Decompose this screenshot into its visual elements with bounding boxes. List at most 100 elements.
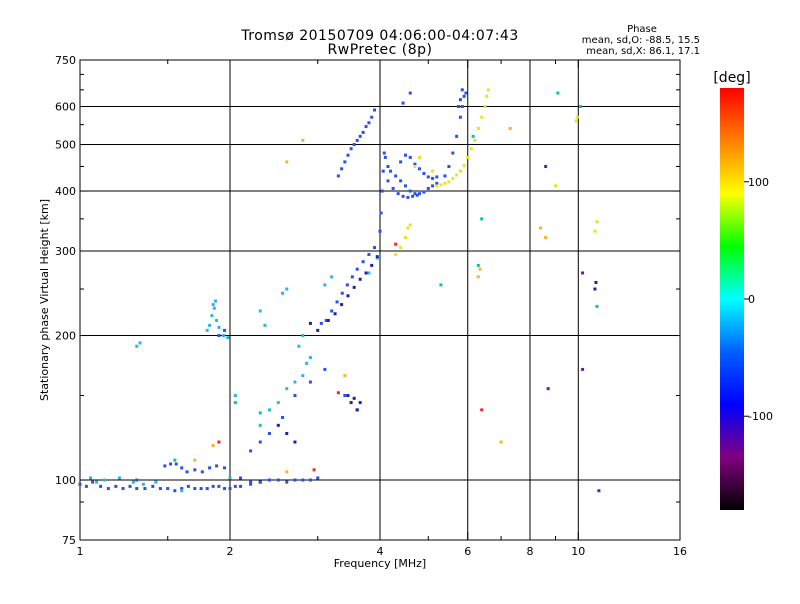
data-point [349,147,353,151]
data-point [451,176,455,180]
data-point [301,334,305,338]
data-point [355,267,359,271]
data-point [411,194,415,198]
data-point [193,458,197,462]
data-point [399,246,403,250]
data-point [263,323,267,327]
data-point [358,277,362,281]
data-point [276,478,280,482]
data-point [401,194,405,198]
data-point [336,391,340,395]
data-point [223,466,227,470]
data-point [378,229,382,233]
x-tick-label: 2 [227,545,234,558]
data-point [173,458,177,462]
data-point [460,88,464,92]
data-point [476,263,480,267]
data-point [215,464,219,468]
data-point [578,105,582,109]
data-point [213,299,217,303]
data-point [143,487,147,491]
data-point [211,303,215,307]
data-point [169,462,173,466]
x-tick-label: 6 [464,545,471,558]
data-point [103,478,107,482]
data-point [258,480,262,484]
data-point [154,480,158,484]
phase-stats-heading: Phase [627,24,657,35]
data-point [457,105,461,109]
data-point [258,440,262,444]
data-point [151,484,155,488]
data-point [471,134,475,138]
data-point [343,394,347,398]
data-point [435,175,439,179]
data-point [476,126,480,130]
data-point [431,184,435,188]
data-point [358,401,362,405]
data-point [422,190,426,194]
data-point [276,401,280,405]
data-point [478,267,482,271]
data-point [431,169,435,173]
data-point [305,361,309,365]
data-point [476,275,480,279]
data-point [217,484,221,488]
data-point [211,444,215,448]
data-point [480,217,484,221]
data-point [408,91,412,95]
data-point [401,101,405,105]
data-point [346,294,350,298]
data-point [285,287,289,291]
data-point [391,186,395,190]
data-point [297,344,301,348]
data-point [285,470,289,474]
data-point [544,236,548,240]
data-point [464,91,468,95]
data-point [301,138,305,142]
data-point [381,169,385,173]
data-point [413,164,417,168]
data-point [258,309,262,313]
data-point [406,195,410,199]
data-point [199,487,203,491]
data-point [324,318,328,322]
data-point [394,242,398,246]
data-point [483,105,487,109]
data-point [458,115,462,119]
data-point [469,147,473,151]
data-point [293,440,297,444]
data-point [78,482,82,486]
data-point [99,484,103,488]
data-point [217,325,221,329]
data-point [326,318,330,322]
data-point [215,318,219,322]
data-point [593,229,597,233]
y-tick-label: 200 [55,330,76,343]
phase-stats-o: mean, sd,O: -88.5, 15.5 [582,35,700,46]
data-point [361,260,365,264]
data-point [141,482,145,486]
x-tick-label: 10 [571,545,585,558]
data-point [417,155,421,159]
x-tick-label: 4 [377,545,384,558]
data-point [352,285,356,289]
data-point [340,303,344,307]
data-point [163,464,167,468]
data-point [258,411,262,415]
data-point [293,478,297,482]
colorbar-tick-label: 100 [748,176,769,189]
y-tick-label: 100 [55,474,76,487]
data-point [439,283,443,287]
data-point [447,164,451,168]
data-point [508,126,512,130]
data-point [375,255,379,259]
data-point [336,174,340,178]
data-point [293,380,297,384]
data-point [574,119,578,123]
data-point [403,153,407,157]
data-point [386,164,390,168]
data-point [174,462,178,466]
data-point [361,130,365,134]
